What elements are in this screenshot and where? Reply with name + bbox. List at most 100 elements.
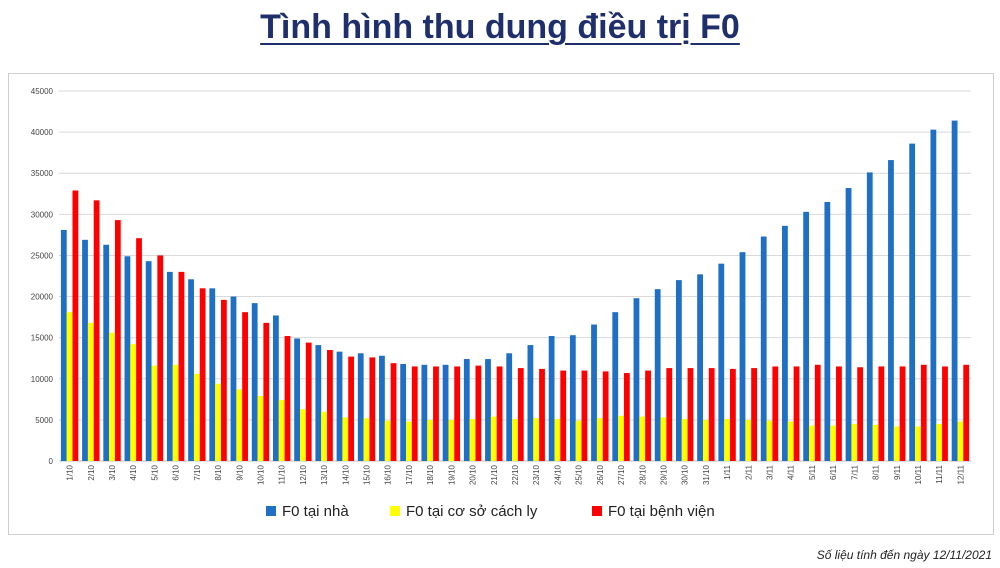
x-tick-label: 9/11	[893, 464, 902, 480]
bar	[824, 202, 831, 461]
bar	[602, 371, 609, 461]
x-tick-label: 6/11	[829, 464, 838, 480]
legend-label: F0 tại cơ sở cách ly	[406, 503, 538, 520]
bar	[363, 418, 370, 461]
bar	[166, 271, 173, 461]
bar	[554, 419, 561, 461]
bar	[60, 229, 67, 461]
x-tick-label: 3/11	[766, 464, 775, 480]
bar	[327, 350, 333, 461]
bar	[920, 364, 927, 461]
bar	[369, 357, 376, 461]
bar	[724, 419, 730, 461]
bar	[87, 322, 94, 461]
bar	[681, 419, 688, 461]
x-tick-label: 9/10	[235, 464, 244, 480]
legend: F0 tại nhà F0 tại cơ sở cách ly F0 tại bện…	[266, 503, 715, 520]
y-tick-label: 40000	[31, 128, 54, 137]
x-tick-label: 7/10	[193, 464, 202, 480]
bar	[760, 236, 767, 461]
bar	[145, 261, 152, 461]
bar	[845, 188, 852, 461]
bar	[702, 419, 709, 461]
x-tick-label: 3/10	[108, 464, 117, 480]
bar	[242, 312, 248, 461]
bar	[427, 419, 434, 461]
footnote: Số liệu tính đến ngày 12/11/2021	[816, 548, 992, 562]
x-tick-label: 14/10	[341, 464, 350, 485]
y-tick-label: 30000	[31, 210, 54, 219]
bar	[660, 417, 667, 461]
bar	[751, 368, 758, 461]
bar	[454, 366, 461, 461]
x-tick-label: 10/11	[914, 464, 923, 484]
bar	[951, 120, 958, 461]
bar	[575, 420, 582, 461]
x-tick-label: 29/10	[659, 464, 668, 485]
bar	[321, 411, 328, 461]
bar	[539, 368, 545, 461]
bar	[872, 424, 879, 461]
bar	[263, 322, 270, 461]
bar	[82, 239, 88, 461]
y-tick-label: 5000	[35, 416, 53, 425]
bar	[772, 366, 779, 461]
bar	[697, 274, 703, 461]
bar	[866, 172, 873, 461]
bar	[745, 419, 752, 461]
bar	[114, 220, 121, 461]
x-tick-label: 19/10	[447, 464, 456, 485]
bar	[708, 368, 715, 461]
bar	[718, 263, 725, 461]
bar	[548, 336, 555, 461]
y-tick-label: 15000	[31, 334, 54, 343]
x-tick-label: 17/10	[405, 464, 414, 485]
legend-label: F0 tại nhà	[282, 503, 349, 520]
bar	[766, 420, 773, 461]
bar	[623, 373, 630, 461]
bar	[809, 425, 815, 461]
bar	[236, 389, 243, 461]
bar	[384, 420, 391, 461]
x-tick-label: 5/11	[808, 464, 817, 480]
bar	[103, 244, 110, 461]
bar	[421, 364, 428, 461]
bar	[836, 366, 842, 461]
bar	[411, 366, 418, 461]
x-tick-label: 31/10	[702, 464, 711, 485]
bar	[284, 336, 291, 461]
bar	[612, 312, 619, 461]
bar	[300, 409, 306, 461]
x-tick-label: 24/10	[553, 464, 562, 485]
x-tick-label: 13/10	[320, 464, 329, 485]
bar	[830, 425, 837, 461]
bar	[93, 200, 100, 461]
bar	[569, 335, 576, 461]
bar	[729, 368, 736, 461]
bar	[272, 315, 279, 461]
bar	[485, 359, 491, 461]
bar	[188, 279, 194, 461]
bar	[633, 298, 640, 461]
bar	[66, 312, 73, 461]
bar	[257, 396, 264, 461]
chart-svg: 0 5000 10000 15000 20000 25000 30000 35000 40000…	[31, 87, 971, 520]
bar	[72, 190, 79, 461]
bar	[433, 366, 439, 461]
bar	[209, 288, 216, 461]
x-tick-label: 8/11	[872, 464, 881, 480]
bar	[739, 252, 746, 461]
bar	[130, 344, 137, 461]
bar	[215, 383, 221, 461]
bar	[857, 367, 864, 461]
x-tick-label: 1/10	[66, 464, 75, 480]
y-axis-ticks: 0 5000 10000 15000 20000 25000 30000 35000 40000…	[31, 87, 54, 466]
x-tick-label: 12/11	[956, 464, 965, 484]
bar	[878, 366, 885, 461]
bar	[193, 373, 200, 461]
bar	[963, 364, 970, 461]
x-tick-label: 30/10	[681, 464, 690, 485]
bar	[379, 355, 385, 461]
legend-label: F0 tại bệnh viện	[608, 503, 715, 520]
bar	[793, 366, 800, 461]
